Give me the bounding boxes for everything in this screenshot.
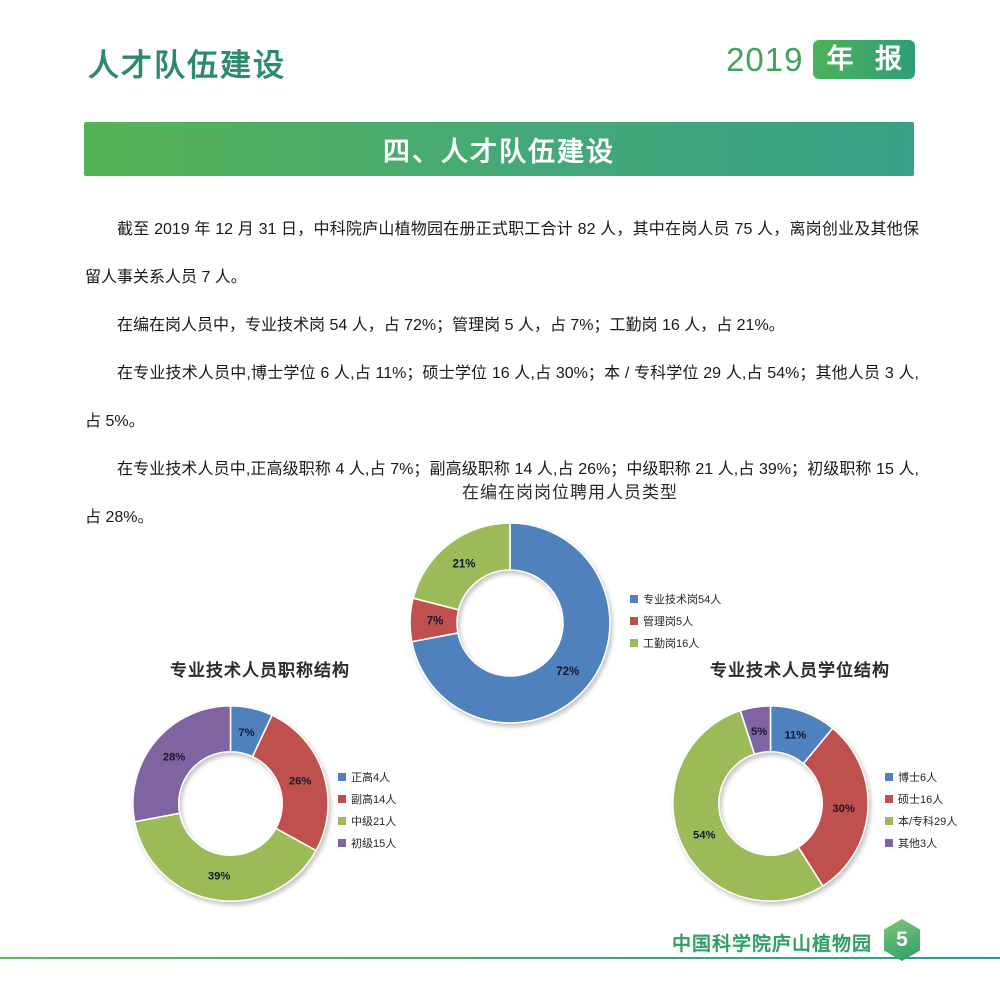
donut-chart-professional-titles: 专业技术人员职称结构 7% 26% 39% 28% 正高4人副高14人中级21人初级1… [120, 656, 400, 921]
pie-slice [739, 705, 772, 756]
legend-swatch-icon [885, 795, 893, 803]
pie-slice [132, 705, 232, 823]
slice-percent-label: 28% [163, 752, 185, 764]
legend-item: 初级15人 [338, 835, 396, 851]
donut-chart: 72% 7% 21% [409, 522, 611, 724]
legend-swatch-icon [630, 639, 638, 647]
footer-divider [0, 957, 1000, 959]
legend-swatch-icon [630, 595, 638, 603]
slice-percent-label: 21% [452, 559, 475, 571]
chart-legend: 正高4人副高14人中级21人初级15人 [338, 769, 396, 851]
paragraph-degrees: 在专业技术人员中,博士学位 6 人,占 11%；硕士学位 16 人,占 30%；… [85, 365, 919, 430]
slice-percent-label: 54% [693, 830, 715, 842]
pie-slice [251, 714, 329, 852]
pie-slice [412, 522, 511, 611]
paragraph-staff-total: 截至 2019 年 12 月 31 日，中科院庐山植物园在册正式职工合计 82 … [85, 221, 919, 286]
legend-item: 硕士16人 [885, 791, 957, 807]
footer-organization: 中国科学院庐山植物园 [671, 934, 872, 955]
donut-chart-post-types: 在编在岗岗位聘用人员类型 72% 7% 21% 专业技术岗54人 管理岗5人工勤岗16… [385, 478, 755, 738]
legend-label: 其他3人 [898, 838, 938, 850]
header-year-block: 2019 年 报 [726, 40, 915, 79]
legend-label: 中级21人 [351, 816, 397, 828]
legend-swatch-icon [338, 795, 346, 803]
year-badge: 年 报 [813, 40, 915, 79]
chart-legend: 专业技术岗54人 管理岗5人工勤岗16人 [630, 591, 721, 651]
legend-item: 副高14人 [338, 791, 396, 807]
donut-chart-degrees: 专业技术人员学位结构 11% 30% 54% 5% 博士6人硕士16人本/专科29人其… [660, 656, 957, 921]
donut-chart: 11% 30% 54% 5% [672, 705, 869, 902]
legend-label: 硕士16人 [898, 794, 944, 806]
slice-percent-label: 39% [208, 871, 230, 883]
pie-slice [797, 727, 869, 887]
paragraph-post-types: 在编在岗人员中，专业技术岗 54 人，占 72%；管理岗 5 人，占 7%；工勤… [117, 317, 785, 334]
legend-item: 博士6人 [885, 769, 957, 785]
legend-item: 专业技术岗54人 [630, 591, 721, 607]
paragraph-titles: 在专业技术人员中,正高级职称 4 人,占 7%；副高级职称 14 人,占 26%… [85, 461, 919, 526]
legend-label: 正高4人 [351, 772, 391, 784]
legend-swatch-icon [885, 773, 893, 781]
chart-title: 专业技术人员职称结构 [170, 661, 350, 680]
legend-swatch-icon [338, 839, 346, 847]
legend-item: 正高4人 [338, 769, 396, 785]
legend-label: 本/专科29人 [898, 816, 958, 828]
legend-label: 初级15人 [351, 838, 397, 850]
chart-title: 专业技术人员学位结构 [710, 661, 890, 680]
legend-item: 工勤岗16人 [630, 635, 721, 651]
chart-legend: 博士6人硕士16人本/专科29人 其他3人 [885, 769, 957, 851]
legend-label: 管理岗5人 [643, 616, 694, 628]
pie-slice [133, 812, 317, 902]
pie-slice [672, 709, 824, 902]
legend-swatch-icon [885, 839, 893, 847]
legend-swatch-icon [338, 817, 346, 825]
legend-label: 副高14人 [351, 794, 397, 806]
year-label: 2019 [726, 40, 804, 78]
page-number-badge: 5 [884, 919, 920, 961]
body-text: 截至 2019 年 12 月 31 日，中科院庐山植物园在册正式职工合计 82 … [85, 206, 919, 542]
slice-percent-label: 26% [289, 776, 311, 788]
legend-label: 博士6人 [898, 772, 938, 784]
chart-title: 在编在岗岗位聘用人员类型 [462, 483, 678, 502]
page-title: 人才队伍建设 [88, 48, 286, 83]
legend-item: 其他3人 [885, 835, 957, 851]
slice-percent-label: 5% [751, 726, 767, 738]
section-banner: 四、人才队伍建设 [84, 122, 914, 176]
slice-percent-label: 7% [238, 727, 254, 739]
slice-percent-label: 72% [556, 666, 579, 678]
slice-percent-label: 7% [427, 616, 444, 628]
donut-chart: 7% 26% 39% 28% [132, 705, 329, 902]
legend-swatch-icon [885, 817, 893, 825]
slice-percent-label: 11% [784, 729, 806, 741]
legend-swatch-icon [630, 617, 638, 625]
legend-item: 中级21人 [338, 813, 396, 829]
slice-percent-label: 30% [832, 803, 854, 815]
legend-item: 管理岗5人 [630, 613, 721, 629]
section-banner-title: 四、人才队伍建设 [383, 136, 615, 167]
legend-label: 专业技术岗54人 [643, 594, 722, 606]
legend-label: 工勤岗16人 [643, 638, 700, 650]
legend-swatch-icon [338, 773, 346, 781]
legend-item: 本/专科29人 [885, 813, 957, 829]
pie-slice [410, 522, 611, 724]
page-number: 5 [896, 928, 908, 951]
